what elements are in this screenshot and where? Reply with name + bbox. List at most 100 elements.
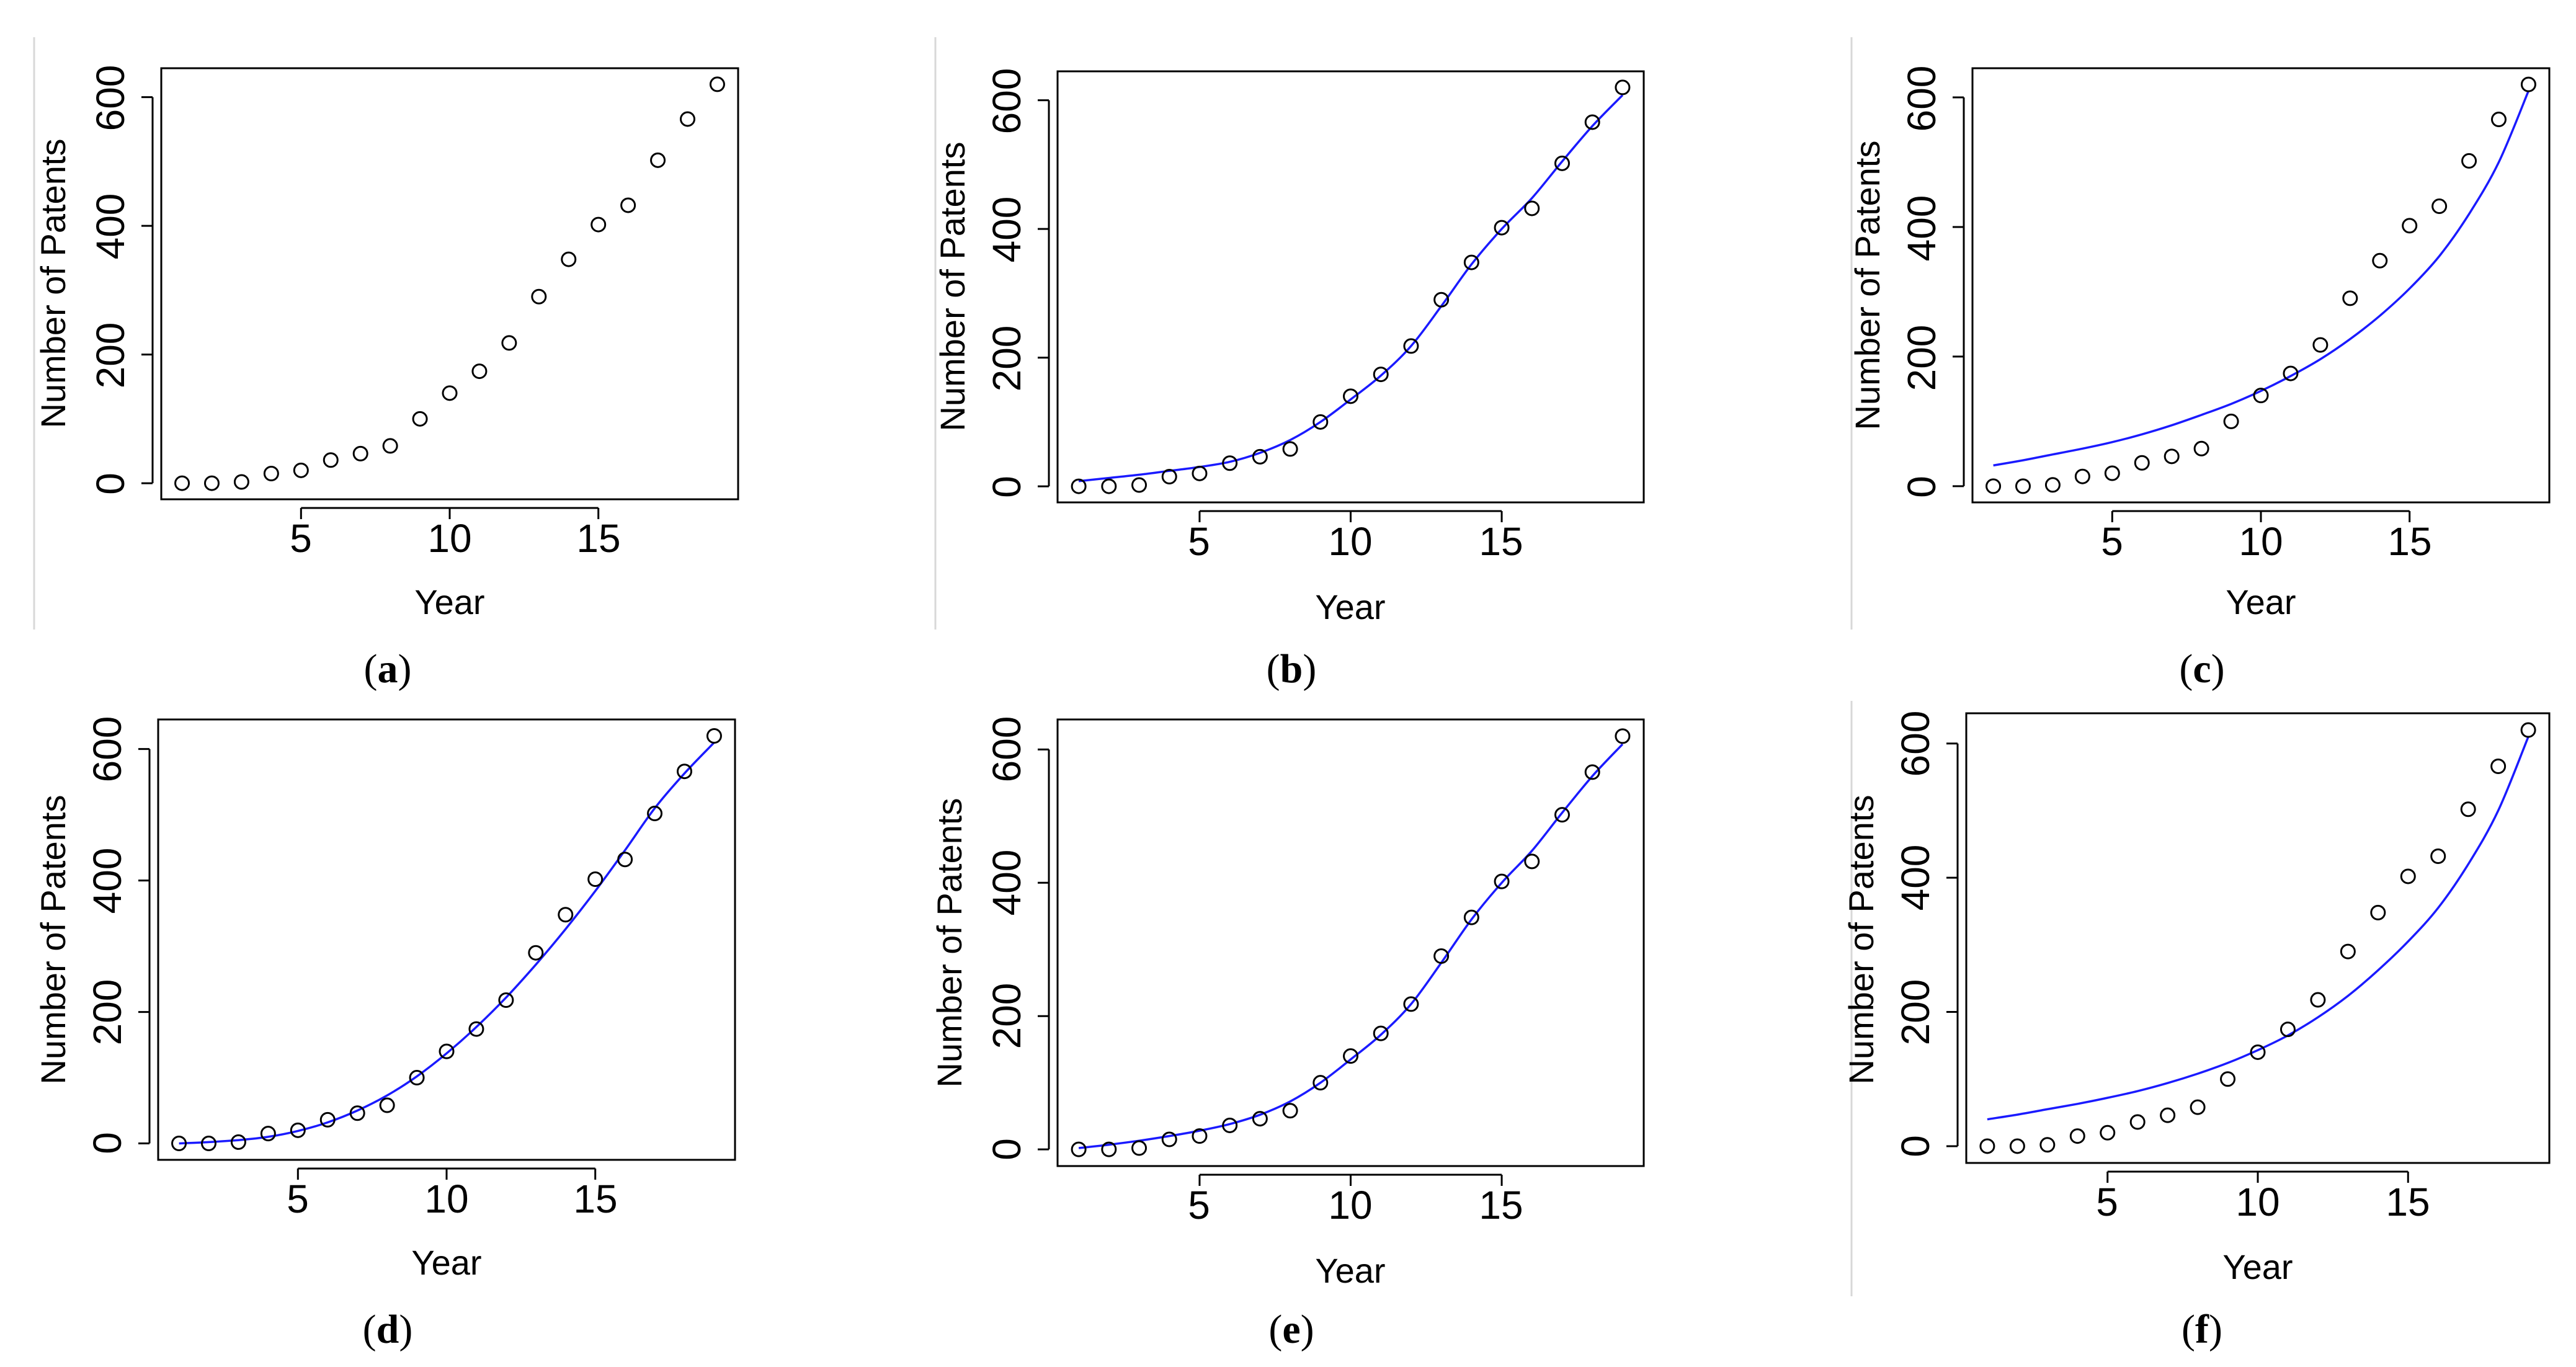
- data-point-marker: [1403, 338, 1419, 354]
- data-point-marker: [203, 475, 220, 491]
- data-point-marker: [230, 1134, 246, 1150]
- caption-letter: e: [1282, 1307, 1300, 1352]
- y-tick-label: 200: [88, 323, 133, 389]
- data-point-marker: [1524, 200, 1540, 216]
- panel-caption: (c): [2179, 646, 2224, 692]
- data-point-marker: [2129, 1114, 2146, 1130]
- plot-frame: [1056, 718, 1645, 1167]
- data-point-marker: [2100, 1124, 2116, 1141]
- data-point-marker: [1403, 996, 1419, 1012]
- x-tick-label: 10: [2239, 519, 2283, 564]
- data-point-marker: [1161, 469, 1177, 485]
- y-tick-label: 400: [984, 197, 1029, 263]
- x-tick-label: 5: [287, 1177, 309, 1221]
- data-point-marker: [1494, 873, 1510, 889]
- data-point-marker: [2520, 76, 2536, 92]
- data-point-marker: [2253, 388, 2269, 404]
- plot-frame: [1056, 70, 1645, 504]
- data-point-marker: [591, 216, 607, 233]
- data-point-marker: [1071, 1141, 1087, 1157]
- data-point-marker: [1222, 1117, 1238, 1133]
- data-point-marker: [2074, 468, 2090, 484]
- x-axis-title: Year: [2226, 582, 2296, 621]
- data-point-marker: [1524, 853, 1540, 870]
- data-point-marker: [1252, 1111, 1268, 1127]
- data-point-marker: [1433, 948, 1450, 964]
- data-point-marker: [319, 1111, 336, 1128]
- y-tick-label: 600: [984, 716, 1029, 783]
- data-point-marker: [1584, 764, 1600, 780]
- data-point-marker: [2044, 477, 2061, 493]
- data-point-marker: [2491, 112, 2507, 128]
- caption-letter: c: [2193, 646, 2211, 692]
- caption-letter: f: [2195, 1307, 2209, 1352]
- data-point-marker: [2342, 290, 2358, 306]
- data-point-marker: [2160, 1107, 2176, 1123]
- data-point-marker: [1373, 367, 1389, 383]
- y-tick-label: 600: [1899, 66, 1944, 132]
- panel-caption: (f): [2182, 1307, 2222, 1352]
- panel-e-plot: [1038, 718, 1645, 1186]
- data-point-marker: [650, 152, 666, 168]
- panel-caption: (b): [1267, 646, 1317, 692]
- x-tick-label: 5: [2101, 519, 2123, 564]
- data-point-marker: [468, 1021, 484, 1037]
- y-tick-label: 0: [1899, 476, 1944, 498]
- panel-d-plot: [138, 718, 736, 1180]
- data-point-marker: [501, 335, 517, 351]
- panel-b-plot: [1038, 70, 1645, 522]
- data-point-marker: [2431, 198, 2448, 215]
- fitted-curve-line: [1993, 90, 2530, 467]
- data-point-marker: [1584, 114, 1600, 130]
- data-point-marker: [1101, 478, 1117, 494]
- data-point-marker: [1101, 1141, 1117, 1157]
- data-point-marker: [2460, 801, 2476, 817]
- data-point-marker: [2370, 904, 2386, 920]
- data-point-marker: [1313, 1075, 1329, 1091]
- x-axis-title: Year: [1315, 587, 1385, 626]
- panel-caption: (d): [363, 1307, 413, 1352]
- x-tick-label: 15: [2387, 519, 2431, 564]
- panel-f-plot: [1946, 712, 2551, 1183]
- data-point-marker: [617, 852, 633, 868]
- x-tick-label: 10: [424, 1177, 468, 1221]
- data-point-marker: [1131, 477, 1148, 493]
- data-point-marker: [561, 251, 577, 267]
- x-tick-label: 10: [427, 516, 471, 561]
- y-tick-label: 0: [1893, 1135, 1938, 1157]
- data-point-marker: [528, 945, 544, 961]
- y-tick-label: 0: [984, 476, 1029, 498]
- fitted-curve-line: [1078, 94, 1624, 483]
- data-point-marker: [1252, 448, 1268, 465]
- y-tick-label: 0: [984, 1138, 1029, 1160]
- data-point-marker: [2069, 1128, 2085, 1144]
- data-point-marker: [379, 1097, 395, 1113]
- data-point-marker: [439, 1043, 455, 1059]
- x-tick-label: 5: [290, 516, 312, 561]
- panel-caption: (a): [364, 646, 412, 692]
- y-axis-title: Number of Patents: [1842, 795, 1881, 1085]
- y-axis-title: Number of Patents: [930, 798, 969, 1088]
- data-point-marker: [1463, 254, 1479, 270]
- data-point-marker: [2312, 337, 2329, 353]
- data-point-marker: [1192, 1128, 1208, 1144]
- data-point-marker: [2039, 1137, 2056, 1153]
- data-point-marker: [442, 385, 458, 401]
- data-point-marker: [706, 728, 722, 744]
- data-point-marker: [471, 363, 488, 380]
- data-point-marker: [1615, 79, 1631, 96]
- data-point-marker: [2400, 868, 2416, 884]
- x-tick-label: 15: [576, 516, 620, 561]
- y-tick-label: 600: [984, 68, 1029, 135]
- data-point-marker: [1161, 1131, 1177, 1147]
- data-point-marker: [620, 197, 636, 213]
- data-point-marker: [352, 445, 368, 461]
- y-tick-label: 200: [984, 983, 1029, 1049]
- panel-b: 5 10 15 0 200 400 600 Year Number of Pat…: [933, 68, 1645, 692]
- fitted-curve-line: [1987, 736, 2529, 1121]
- data-point-marker: [2250, 1044, 2266, 1060]
- y-tick-label: 400: [1899, 195, 1944, 262]
- y-tick-label: 0: [85, 1132, 130, 1154]
- data-point-marker: [293, 462, 309, 478]
